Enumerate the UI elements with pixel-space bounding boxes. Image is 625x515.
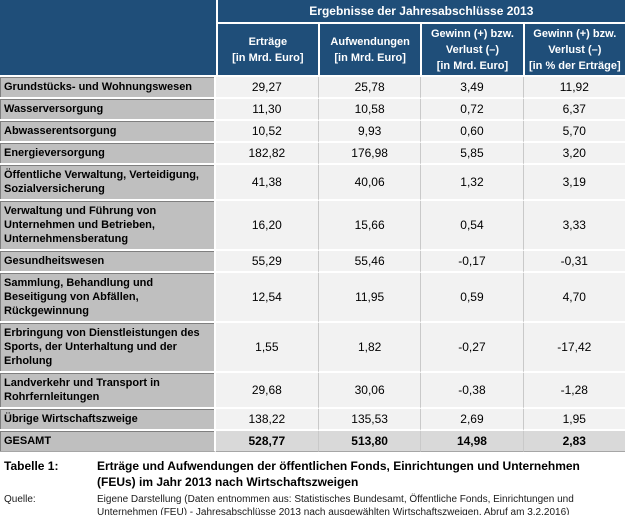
value-cell: 3,20 bbox=[522, 143, 625, 165]
row-label: Landverkehr und Transport in Rohrfernlei… bbox=[0, 373, 216, 409]
value-cell: -1,28 bbox=[522, 373, 625, 409]
header-band-row: Ergebnisse der Jahresabschlüsse 2013 bbox=[0, 0, 625, 77]
value-cell: 4,70 bbox=[522, 273, 625, 323]
table-row: Öffentliche Verwaltung, Verteidigung, So… bbox=[0, 165, 625, 201]
value-cell: 55,29 bbox=[215, 251, 318, 273]
row-label: Öffentliche Verwaltung, Verteidigung, So… bbox=[0, 165, 216, 201]
column-header-ertraege: Erträge [in Mrd. Euro] bbox=[215, 24, 318, 77]
row-label-total: GESAMT bbox=[0, 431, 216, 452]
value-cell: -17,42 bbox=[522, 323, 625, 373]
results-table: Ergebnisse der Jahresabschlüsse 2013 Ert… bbox=[0, 0, 625, 452]
table-row: Sammlung, Behandlung und Beseitigung von… bbox=[0, 273, 625, 323]
source-text: Eigene Darstellung (Daten entnommen aus:… bbox=[97, 494, 574, 515]
value-cell: 1,32 bbox=[420, 165, 523, 201]
table-row-total: GESAMT 528,77 513,80 14,98 2,83 bbox=[0, 431, 625, 452]
column-header-aufwendungen: Aufwendungen [in Mrd. Euro] bbox=[317, 24, 421, 77]
source-tag: Quelle: bbox=[4, 494, 36, 505]
value-cell: 138,22 bbox=[215, 409, 318, 431]
source-note: Quelle: Eigene Darstellung (Daten entnom… bbox=[0, 493, 625, 515]
value-cell: 29,68 bbox=[215, 373, 318, 409]
value-cell: 2,69 bbox=[420, 409, 523, 431]
value-cell: 29,27 bbox=[215, 77, 318, 99]
value-cell: 11,30 bbox=[215, 99, 318, 121]
value-cell: 15,66 bbox=[317, 201, 421, 251]
table-row: Erbringung von Dienstleistungen des Spor… bbox=[0, 323, 625, 373]
row-label: Wasserversorgung bbox=[0, 99, 216, 121]
row-label: Sammlung, Behandlung und Beseitigung von… bbox=[0, 273, 216, 323]
table-row: Landverkehr und Transport in Rohrfernlei… bbox=[0, 373, 625, 409]
value-cell: 1,82 bbox=[317, 323, 421, 373]
value-cell-total: 14,98 bbox=[420, 431, 523, 452]
row-label: Abwasserentsorgung bbox=[0, 121, 216, 143]
row-label: Grundstücks- und Wohnungswesen bbox=[0, 77, 216, 99]
value-cell: 135,53 bbox=[317, 409, 421, 431]
header-corner-cell bbox=[0, 0, 216, 77]
value-cell: 5,70 bbox=[522, 121, 625, 143]
caption-text: Erträge und Aufwendungen der öffentliche… bbox=[97, 459, 580, 489]
value-cell-total: 2,83 bbox=[522, 431, 625, 452]
value-cell: 5,85 bbox=[420, 143, 523, 165]
row-label: Gesundheitswesen bbox=[0, 251, 216, 273]
value-cell: 3,49 bbox=[420, 77, 523, 99]
value-cell: -0,17 bbox=[420, 251, 523, 273]
value-cell: 3,33 bbox=[522, 201, 625, 251]
value-cell: 0,54 bbox=[420, 201, 523, 251]
value-cell: 10,58 bbox=[317, 99, 421, 121]
table-row: Wasserversorgung 11,30 10,58 0,72 6,37 bbox=[0, 99, 625, 121]
value-cell: 10,52 bbox=[215, 121, 318, 143]
value-cell: 9,93 bbox=[317, 121, 421, 143]
row-label: Erbringung von Dienstleistungen des Spor… bbox=[0, 323, 216, 373]
value-cell: 1,95 bbox=[522, 409, 625, 431]
value-cell: 12,54 bbox=[215, 273, 318, 323]
value-cell: 176,98 bbox=[317, 143, 421, 165]
value-cell: -0,27 bbox=[420, 323, 523, 373]
value-cell: 30,06 bbox=[317, 373, 421, 409]
column-header-gewinn-mrd: Gewinn (+) bzw. Verlust (–) [in Mrd. Eur… bbox=[420, 24, 523, 77]
value-cell: 0,72 bbox=[420, 99, 523, 121]
value-cell: 3,19 bbox=[522, 165, 625, 201]
table-top-header: Ergebnisse der Jahresabschlüsse 2013 bbox=[215, 0, 625, 24]
table-row: Verwaltung und Führung von Unternehmen u… bbox=[0, 201, 625, 251]
table-row: Gesundheitswesen 55,29 55,46 -0,17 -0,31 bbox=[0, 251, 625, 273]
table-row: Übrige Wirtschaftszweige 138,22 135,53 2… bbox=[0, 409, 625, 431]
row-label: Energieversorgung bbox=[0, 143, 216, 165]
value-cell: 0,60 bbox=[420, 121, 523, 143]
row-label: Übrige Wirtschaftszweige bbox=[0, 409, 216, 431]
value-cell: 0,59 bbox=[420, 273, 523, 323]
value-cell: -0,31 bbox=[522, 251, 625, 273]
value-cell: 11,92 bbox=[522, 77, 625, 99]
value-cell: 55,46 bbox=[317, 251, 421, 273]
row-label: Verwaltung und Führung von Unternehmen u… bbox=[0, 201, 216, 251]
value-cell: 41,38 bbox=[215, 165, 318, 201]
table-row: Energieversorgung 182,82 176,98 5,85 3,2… bbox=[0, 143, 625, 165]
table-row: Abwasserentsorgung 10,52 9,93 0,60 5,70 bbox=[0, 121, 625, 143]
value-cell: -0,38 bbox=[420, 373, 523, 409]
value-cell: 16,20 bbox=[215, 201, 318, 251]
table-row: Grundstücks- und Wohnungswesen 29,27 25,… bbox=[0, 77, 625, 99]
value-cell: 25,78 bbox=[317, 77, 421, 99]
value-cell: 40,06 bbox=[317, 165, 421, 201]
value-cell-total: 528,77 bbox=[215, 431, 318, 452]
column-header-gewinn-prozent: Gewinn (+) bzw. Verlust (–) [in % der Er… bbox=[522, 24, 625, 77]
caption-tag: Tabelle 1: bbox=[4, 459, 59, 473]
value-cell: 11,95 bbox=[317, 273, 421, 323]
value-cell-total: 513,80 bbox=[317, 431, 421, 452]
table-caption: Tabelle 1: Erträge und Aufwendungen der … bbox=[0, 458, 625, 490]
value-cell: 182,82 bbox=[215, 143, 318, 165]
value-cell: 1,55 bbox=[215, 323, 318, 373]
value-cell: 6,37 bbox=[522, 99, 625, 121]
column-header-row: Erträge [in Mrd. Euro] Aufwendungen [in … bbox=[0, 24, 625, 77]
